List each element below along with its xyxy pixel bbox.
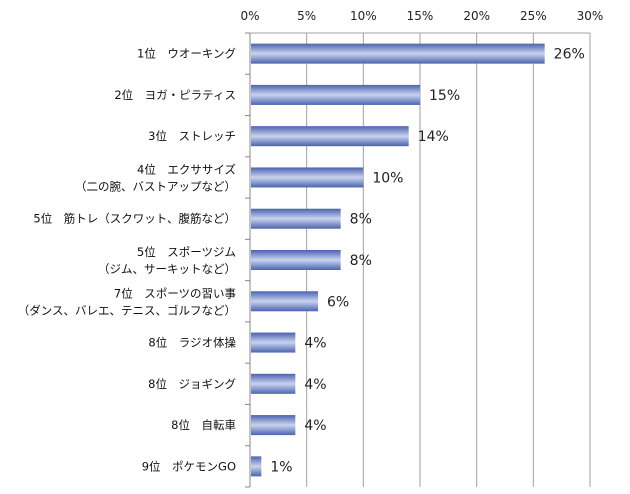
data-label: 8% — [350, 212, 372, 228]
x-tick-label: 5% — [297, 9, 316, 23]
category-label: 5位 スポーツジム — [137, 245, 236, 259]
bar — [251, 167, 364, 188]
data-label: 14% — [418, 129, 449, 145]
category-label: 8位 ジョギング — [148, 377, 236, 391]
category-label: 5位 筋トレ（スクワット、腹筋など） — [33, 212, 236, 226]
data-label: 4% — [304, 418, 326, 434]
category-label: 8位 ラジオ体操 — [148, 336, 236, 350]
bar — [251, 250, 341, 270]
category-label: 7位 スポーツの習い事 — [114, 286, 236, 300]
data-label: 8% — [350, 253, 372, 269]
data-label: 10% — [372, 170, 403, 186]
x-tick-label: 10% — [350, 9, 377, 23]
x-tick-label: 15% — [407, 9, 434, 23]
x-tick-label: 20% — [463, 9, 490, 23]
category-label: 3位 ストレッチ — [148, 129, 236, 143]
bar — [251, 84, 420, 105]
category-label: （二の腕、バストアップなど） — [75, 179, 236, 193]
bar — [251, 373, 296, 394]
x-tick-label: 25% — [520, 9, 547, 23]
bar — [251, 332, 296, 353]
category-label: 9位 ポケモンGO — [142, 459, 236, 473]
data-label: 15% — [429, 88, 460, 104]
x-tick-label: 30% — [577, 9, 604, 23]
data-label: 4% — [304, 336, 326, 352]
category-label: 4位 エクササイズ — [137, 162, 236, 176]
bar — [251, 415, 296, 436]
data-label: 1% — [270, 459, 292, 475]
category-label: 1位 ウオーキング — [137, 47, 236, 61]
data-label: 4% — [304, 377, 326, 393]
x-tick-label: 0% — [240, 9, 259, 23]
category-label: 2位 ヨガ・ピラティス — [114, 88, 236, 102]
bar — [251, 43, 545, 64]
category-label: 8位 自転車 — [171, 418, 236, 432]
bar — [251, 291, 318, 312]
bar — [251, 456, 262, 477]
data-label: 26% — [554, 47, 585, 63]
data-label: 6% — [327, 294, 349, 310]
category-label: （ダンス、バレエ、テニス、ゴルフなど） — [18, 303, 236, 317]
bar — [251, 208, 341, 229]
category-label: （ジム、サーキットなど） — [98, 262, 236, 276]
bar — [251, 126, 409, 147]
